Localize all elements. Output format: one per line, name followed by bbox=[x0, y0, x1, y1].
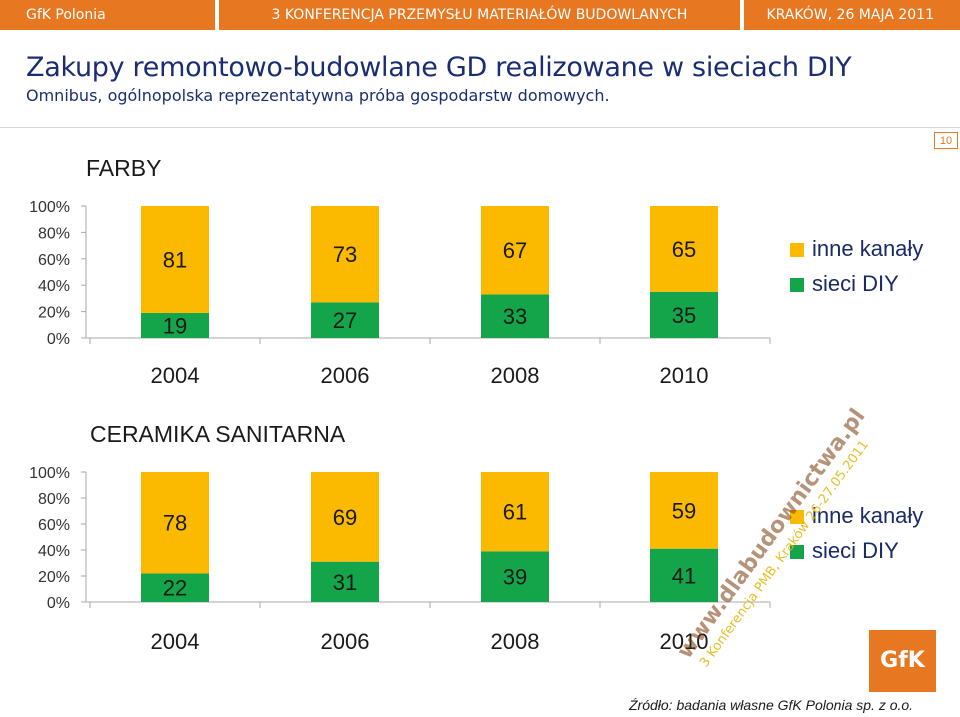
slide-title: Zakupy remontowo-budowlane GD realizowan… bbox=[26, 52, 852, 83]
bar-sieci-diy-2008 bbox=[481, 294, 549, 338]
legend-label-inne-kanaly: inne kanały bbox=[812, 236, 923, 261]
label-inne-kanaly-2008: 61 bbox=[503, 500, 527, 525]
chart-title: FARBY bbox=[86, 155, 161, 181]
y-tick-label: 100% bbox=[29, 465, 70, 482]
x-category-label: 2004 bbox=[151, 629, 200, 654]
y-tick-label: 40% bbox=[38, 278, 70, 295]
bar-inne-kanaly-2004 bbox=[141, 472, 209, 574]
bar-sieci-diy-2004 bbox=[141, 312, 209, 338]
x-category-label: 2006 bbox=[321, 363, 370, 388]
x-category-label: 2010 bbox=[660, 363, 709, 388]
label-sieci-diy-2010: 41 bbox=[672, 563, 696, 588]
legend-label-sieci-diy: sieci DIY bbox=[812, 538, 899, 563]
y-tick-label: 0% bbox=[47, 595, 70, 612]
label-inne-kanaly-2004: 81 bbox=[163, 247, 187, 272]
slide-subtitle: Omnibus, ogólnopolska reprezentatywna pr… bbox=[26, 86, 610, 105]
legend-swatch-sieci-diy bbox=[790, 278, 804, 292]
label-inne-kanaly-2010: 65 bbox=[672, 237, 696, 262]
bar-sieci-diy-2006 bbox=[311, 302, 379, 338]
y-tick-label: 80% bbox=[38, 491, 70, 508]
legend-label-inne-kanaly: inne kanały bbox=[812, 503, 923, 528]
bar-inne-kanaly-2004 bbox=[141, 206, 209, 313]
header-date: KRAKÓW, 26 MAJA 2011 bbox=[744, 0, 960, 30]
label-inne-kanaly-2010: 59 bbox=[672, 498, 696, 523]
legend-swatch-sieci-diy bbox=[790, 545, 804, 559]
header-bar: GfK Polonia 3 KONFERENCJA PRZEMYSŁU MATE… bbox=[0, 0, 960, 30]
bar-sieci-diy-2010 bbox=[650, 548, 718, 602]
label-sieci-diy-2004: 19 bbox=[163, 313, 187, 338]
bar-inne-kanaly-2008 bbox=[481, 472, 549, 552]
label-sieci-diy-2006: 27 bbox=[333, 308, 357, 333]
y-tick-label: 20% bbox=[38, 305, 70, 322]
label-sieci-diy-2006: 31 bbox=[333, 570, 357, 595]
bar-inne-kanaly-2008 bbox=[481, 206, 549, 295]
bar-sieci-diy-2006 bbox=[311, 561, 379, 602]
source-note: Źródło: badania własne GfK Polonia sp. z… bbox=[629, 697, 914, 713]
label-inne-kanaly-2006: 69 bbox=[333, 505, 357, 530]
y-tick-label: 80% bbox=[38, 225, 70, 242]
bar-sieci-diy-2008 bbox=[481, 551, 549, 602]
x-category-label: 2006 bbox=[321, 629, 370, 654]
y-tick-label: 20% bbox=[38, 569, 70, 586]
y-tick-label: 0% bbox=[47, 331, 70, 348]
chart-title: CERAMIKA SANITARNA bbox=[90, 421, 346, 447]
y-tick-label: 60% bbox=[38, 517, 70, 534]
header-company: GfK Polonia bbox=[0, 0, 215, 30]
bar-inne-kanaly-2006 bbox=[311, 206, 379, 303]
x-category-label: 2008 bbox=[491, 363, 540, 388]
label-sieci-diy-2010: 35 bbox=[672, 303, 696, 328]
label-inne-kanaly-2004: 78 bbox=[163, 511, 187, 536]
label-sieci-diy-2008: 33 bbox=[503, 304, 527, 329]
label-inne-kanaly-2008: 67 bbox=[503, 238, 527, 263]
label-sieci-diy-2004: 22 bbox=[163, 576, 187, 601]
bar-inne-kanaly-2010 bbox=[650, 206, 718, 292]
header-conference: 3 KONFERENCJA PRZEMYSŁU MATERIAŁÓW BUDOW… bbox=[219, 0, 740, 30]
page-number: 10 bbox=[934, 132, 958, 149]
legend-swatch-inne-kanaly bbox=[790, 243, 804, 257]
x-category-label: 2008 bbox=[491, 629, 540, 654]
legend-swatch-inne-kanaly bbox=[790, 510, 804, 524]
bar-inne-kanaly-2010 bbox=[650, 472, 718, 549]
x-category-label: 2010 bbox=[660, 629, 709, 654]
gfk-logo: GfK bbox=[869, 630, 936, 692]
y-tick-label: 60% bbox=[38, 252, 70, 269]
y-tick-label: 100% bbox=[29, 199, 70, 216]
bar-inne-kanaly-2006 bbox=[311, 472, 379, 562]
label-inne-kanaly-2006: 73 bbox=[333, 242, 357, 267]
y-tick-label: 40% bbox=[38, 543, 70, 560]
bar-sieci-diy-2010 bbox=[650, 291, 718, 338]
title-divider bbox=[0, 127, 960, 128]
legend-label-sieci-diy: sieci DIY bbox=[812, 271, 899, 296]
bar-sieci-diy-2004 bbox=[141, 573, 209, 602]
x-category-label: 2004 bbox=[151, 363, 200, 388]
label-sieci-diy-2008: 39 bbox=[503, 565, 527, 590]
